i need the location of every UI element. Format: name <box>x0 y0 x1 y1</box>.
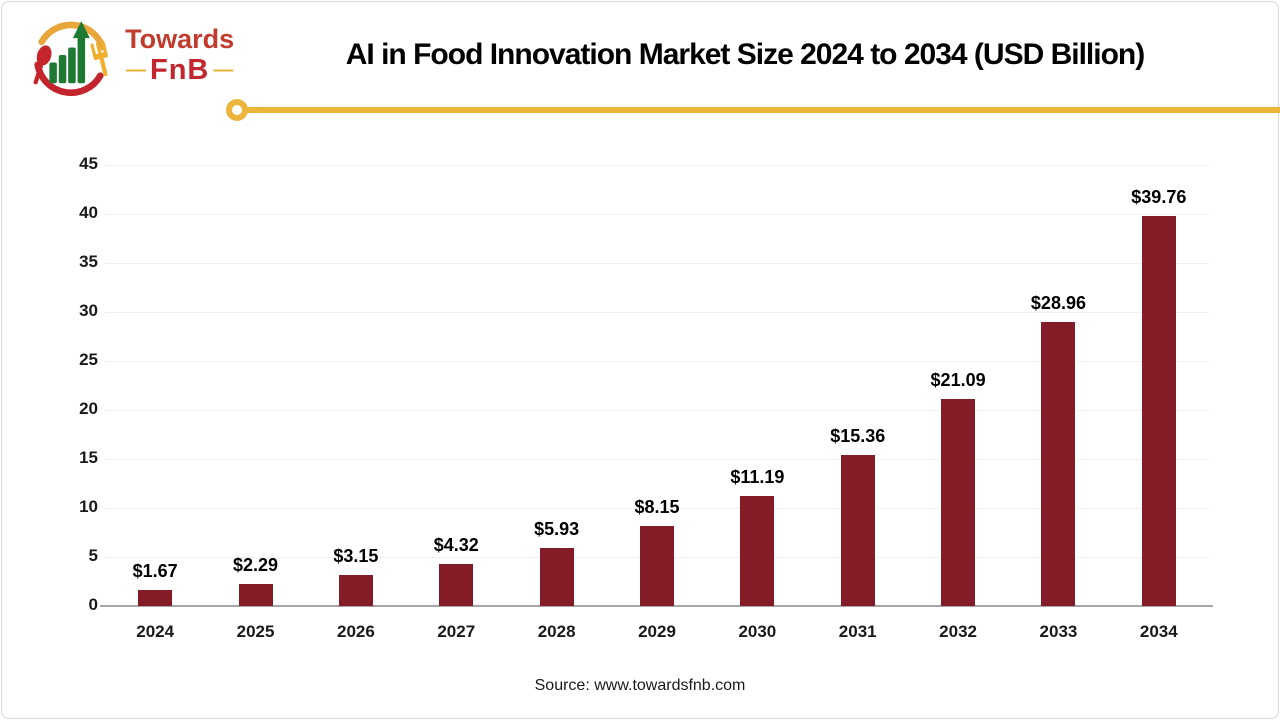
bar-2030 <box>740 496 775 606</box>
x-axis-line <box>100 605 1213 607</box>
logo-text-fnb-row: — FnB — <box>122 53 237 86</box>
divider-ring-icon <box>226 99 248 121</box>
y-axis-tick-25: 25 <box>79 350 98 369</box>
x-axis-tick-2030: 2030 <box>738 622 777 641</box>
chart-title: AI in Food Innovation Market Size 2024 t… <box>345 38 1145 71</box>
bar-2027 <box>439 563 474 606</box>
value-label-2031: $15.36 <box>830 426 886 447</box>
x-axis-tick-2033: 2033 <box>1039 622 1078 641</box>
bar-2031 <box>840 455 875 606</box>
bar-2032 <box>941 399 976 606</box>
bar-2034 <box>1141 216 1176 606</box>
logo-chart-bars-icon <box>49 21 90 84</box>
logo-text: Towards — FnB — <box>122 23 237 86</box>
gridline-35 <box>105 262 1209 264</box>
bar-2025 <box>238 583 273 606</box>
x-axis-tick-2027: 2027 <box>437 622 476 641</box>
value-label-2026: $3.15 <box>333 546 379 567</box>
value-label-2034: $39.76 <box>1131 187 1187 208</box>
logo-dash-left: — <box>126 59 146 81</box>
x-axis-tick-2024: 2024 <box>136 622 175 641</box>
logo-fork-icon <box>90 40 108 77</box>
logo-dash-right: — <box>213 59 234 81</box>
x-axis-tick-2026: 2026 <box>336 622 375 641</box>
gridline-15 <box>105 458 1209 460</box>
logo: Towards — FnB — <box>24 12 237 98</box>
bar-2026 <box>338 575 373 606</box>
gridline-45 <box>105 164 1209 166</box>
bar-2033 <box>1041 322 1076 606</box>
y-axis-tick-10: 10 <box>79 497 98 516</box>
y-axis-tick-40: 40 <box>79 203 98 222</box>
value-label-2028: $5.93 <box>534 518 580 539</box>
y-axis-tick-15: 15 <box>79 448 98 467</box>
logo-arc-red <box>34 61 104 96</box>
bar-2029 <box>640 526 674 606</box>
logo-arc-yellow <box>38 21 107 51</box>
x-axis-tick-2034: 2034 <box>1139 622 1178 641</box>
value-label-2024: $1.67 <box>132 560 178 581</box>
y-axis-tick-35: 35 <box>79 252 98 271</box>
x-axis-tick-2032: 2032 <box>939 622 977 641</box>
logo-text-towards: Towards <box>125 23 235 54</box>
divider-line <box>247 107 1280 113</box>
y-axis-tick-20: 20 <box>79 399 98 418</box>
y-axis-tick-30: 30 <box>79 301 98 320</box>
gridline-40 <box>105 213 1209 215</box>
gridline-30 <box>105 311 1209 313</box>
value-label-2025: $2.29 <box>233 554 279 575</box>
value-label-2027: $4.32 <box>433 534 479 555</box>
towards-fnb-logo-icon <box>33 21 108 96</box>
value-label-2032: $21.09 <box>930 370 986 391</box>
value-label-2030: $11.19 <box>730 467 785 488</box>
y-axis-tick-5: 5 <box>88 546 98 565</box>
gridline-10 <box>105 507 1209 509</box>
value-label-2029: $8.15 <box>634 497 680 518</box>
logo-text-fnb: FnB <box>150 53 210 86</box>
x-axis-tick-2029: 2029 <box>638 622 676 641</box>
gridline-25 <box>105 360 1209 362</box>
x-axis-tick-2025: 2025 <box>236 622 275 641</box>
x-axis-tick-2028: 2028 <box>537 622 576 641</box>
logo-spoon-icon <box>33 45 52 85</box>
source-note: Source: www.towardsfnb.com <box>534 677 746 694</box>
gridline-20 <box>105 409 1209 411</box>
y-axis-tick-45: 45 <box>79 154 98 173</box>
bar-2028 <box>539 547 574 606</box>
value-label-2033: $28.96 <box>1030 293 1086 314</box>
y-axis-tick-0: 0 <box>88 595 98 614</box>
bar-2024 <box>138 589 173 606</box>
x-axis-tick-2031: 2031 <box>838 622 877 641</box>
